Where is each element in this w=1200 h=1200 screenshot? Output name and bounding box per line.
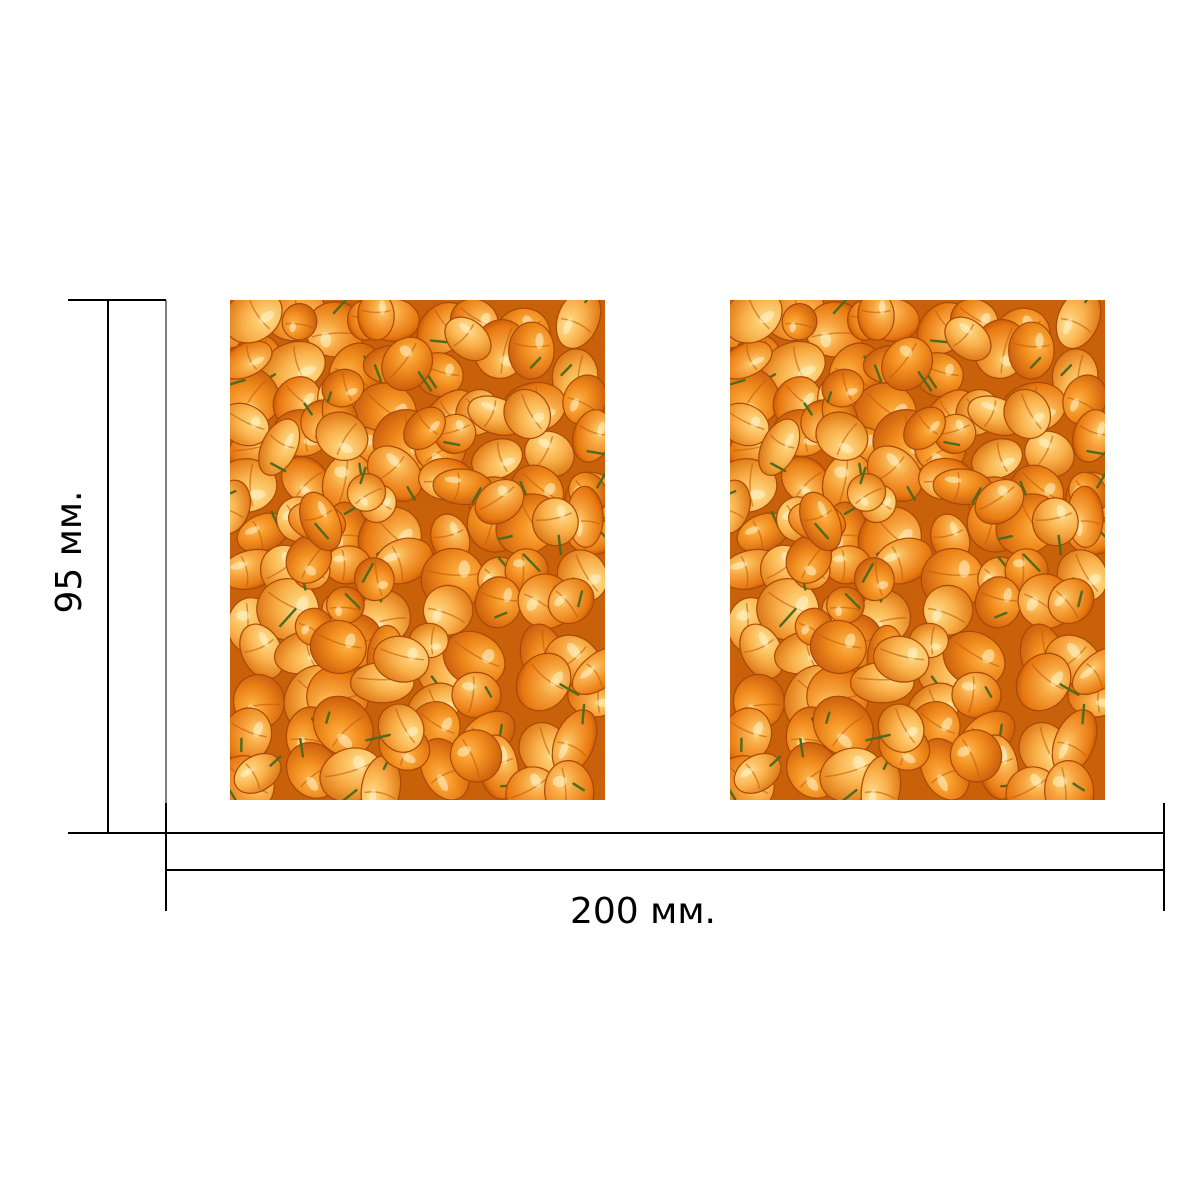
pepper bbox=[809, 619, 867, 675]
pepper bbox=[357, 300, 395, 341]
pepper bbox=[974, 576, 1022, 629]
pepper-photo-right bbox=[730, 300, 1105, 800]
pepper bbox=[1051, 703, 1098, 775]
pepper bbox=[372, 635, 430, 683]
pepper bbox=[547, 577, 595, 625]
pepper bbox=[857, 300, 895, 341]
pepper bbox=[230, 340, 273, 380]
pepper bbox=[815, 411, 869, 461]
pepper bbox=[881, 336, 934, 392]
pepper-pattern-right bbox=[730, 300, 1105, 800]
pepper bbox=[739, 623, 785, 680]
pepper bbox=[449, 729, 503, 783]
pepper bbox=[258, 418, 301, 476]
pepper bbox=[1015, 652, 1072, 712]
pepper bbox=[474, 576, 522, 629]
pepper bbox=[281, 303, 318, 341]
pepper bbox=[971, 438, 1023, 480]
pepper bbox=[730, 479, 751, 535]
pepper bbox=[474, 478, 525, 525]
pepper bbox=[321, 368, 365, 408]
pepper bbox=[730, 300, 783, 344]
pepper bbox=[730, 707, 773, 764]
pepper bbox=[1071, 646, 1105, 695]
pepper bbox=[346, 466, 387, 512]
pepper bbox=[733, 752, 782, 794]
pepper bbox=[1008, 321, 1055, 380]
pepper bbox=[451, 671, 502, 719]
pepper bbox=[1003, 388, 1052, 440]
pepper bbox=[1047, 577, 1095, 625]
height-label: 95 мм. bbox=[49, 490, 90, 614]
pepper bbox=[508, 321, 555, 380]
pepper bbox=[531, 497, 579, 556]
pepper bbox=[1044, 760, 1095, 800]
pepper bbox=[903, 406, 946, 451]
pepper bbox=[865, 703, 925, 753]
pepper bbox=[799, 491, 843, 552]
pepper bbox=[974, 478, 1025, 525]
pepper bbox=[922, 584, 974, 636]
pepper bbox=[812, 695, 874, 757]
pepper bbox=[872, 635, 930, 683]
pepper bbox=[860, 753, 902, 800]
pepper bbox=[403, 406, 446, 451]
pepper bbox=[326, 586, 365, 624]
pepper bbox=[846, 466, 887, 512]
pepper-pattern-left bbox=[230, 300, 605, 800]
pepper bbox=[544, 760, 595, 800]
pepper bbox=[503, 388, 552, 440]
pepper bbox=[826, 586, 865, 624]
pepper bbox=[1055, 300, 1102, 350]
pepper bbox=[571, 409, 605, 463]
pepper bbox=[299, 491, 343, 552]
pepper bbox=[1031, 497, 1079, 556]
pepper bbox=[951, 671, 1002, 719]
pepper bbox=[555, 300, 602, 350]
pepper bbox=[781, 303, 818, 341]
pepper bbox=[309, 619, 367, 675]
pepper bbox=[230, 300, 283, 344]
pepper bbox=[381, 336, 434, 392]
pepper bbox=[471, 438, 523, 480]
pepper bbox=[365, 703, 425, 753]
pepper bbox=[312, 695, 374, 757]
pepper bbox=[444, 316, 492, 362]
pepper-photo-left bbox=[230, 300, 605, 800]
pepper bbox=[315, 411, 369, 461]
pepper bbox=[821, 368, 865, 408]
pepper bbox=[230, 707, 273, 764]
pepper-cluster-right bbox=[730, 300, 1105, 800]
pepper bbox=[730, 340, 773, 380]
pepper bbox=[758, 418, 801, 476]
pepper bbox=[515, 652, 572, 712]
pepper bbox=[233, 752, 282, 794]
pepper bbox=[949, 729, 1003, 783]
width-label: 200 мм. bbox=[570, 891, 716, 932]
pepper bbox=[854, 557, 895, 602]
pepper bbox=[239, 623, 285, 680]
pepper bbox=[354, 557, 395, 602]
pepper bbox=[230, 479, 251, 535]
pepper bbox=[1071, 409, 1105, 463]
pepper bbox=[571, 646, 605, 695]
pepper-cluster-left bbox=[230, 300, 605, 800]
